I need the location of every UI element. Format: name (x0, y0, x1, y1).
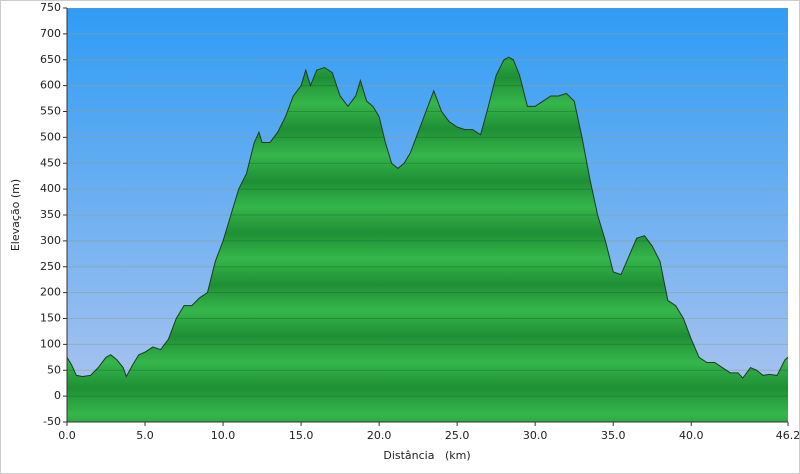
y-tick-label: 250 (40, 260, 61, 273)
y-tick-label: 400 (40, 182, 61, 195)
y-tick-label: 50 (47, 363, 61, 376)
area-fill (67, 57, 788, 422)
y-tick-label: 500 (40, 130, 61, 143)
y-tick-label: 350 (40, 208, 61, 221)
y-tick-label: 750 (40, 1, 61, 14)
x-tick-label: 25.0 (445, 429, 470, 442)
x-tick-label: 5.0 (136, 429, 154, 442)
y-tick-label: 550 (40, 105, 61, 118)
area-outline (67, 56, 788, 379)
x-axis-label: Distância (km) (383, 449, 470, 462)
x-tick-label: 20.0 (367, 429, 392, 442)
y-tick-label: 450 (40, 156, 61, 169)
y-tick-label: 700 (40, 27, 61, 40)
y-tick-label: 600 (40, 79, 61, 92)
x-tick-label: 35.0 (601, 429, 626, 442)
x-tick-label: 0.0 (58, 429, 76, 442)
x-tick-label: 40.0 (679, 429, 704, 442)
y-axis-label: Elevação (m) (9, 179, 22, 251)
x-tick-label: 30.0 (523, 429, 548, 442)
y-tick-label: 0 (54, 389, 61, 402)
y-tick-label: 300 (40, 234, 61, 247)
y-tick-label: 100 (40, 337, 61, 350)
y-tick-label: -50 (43, 415, 61, 428)
x-tick-label: 46.2 (776, 429, 800, 442)
x-tick-label: 15.0 (289, 429, 314, 442)
x-tick-label: 10.0 (211, 429, 236, 442)
y-tick-label: 150 (40, 312, 61, 325)
y-tick-label: 200 (40, 286, 61, 299)
y-tick-label: 650 (40, 53, 61, 66)
